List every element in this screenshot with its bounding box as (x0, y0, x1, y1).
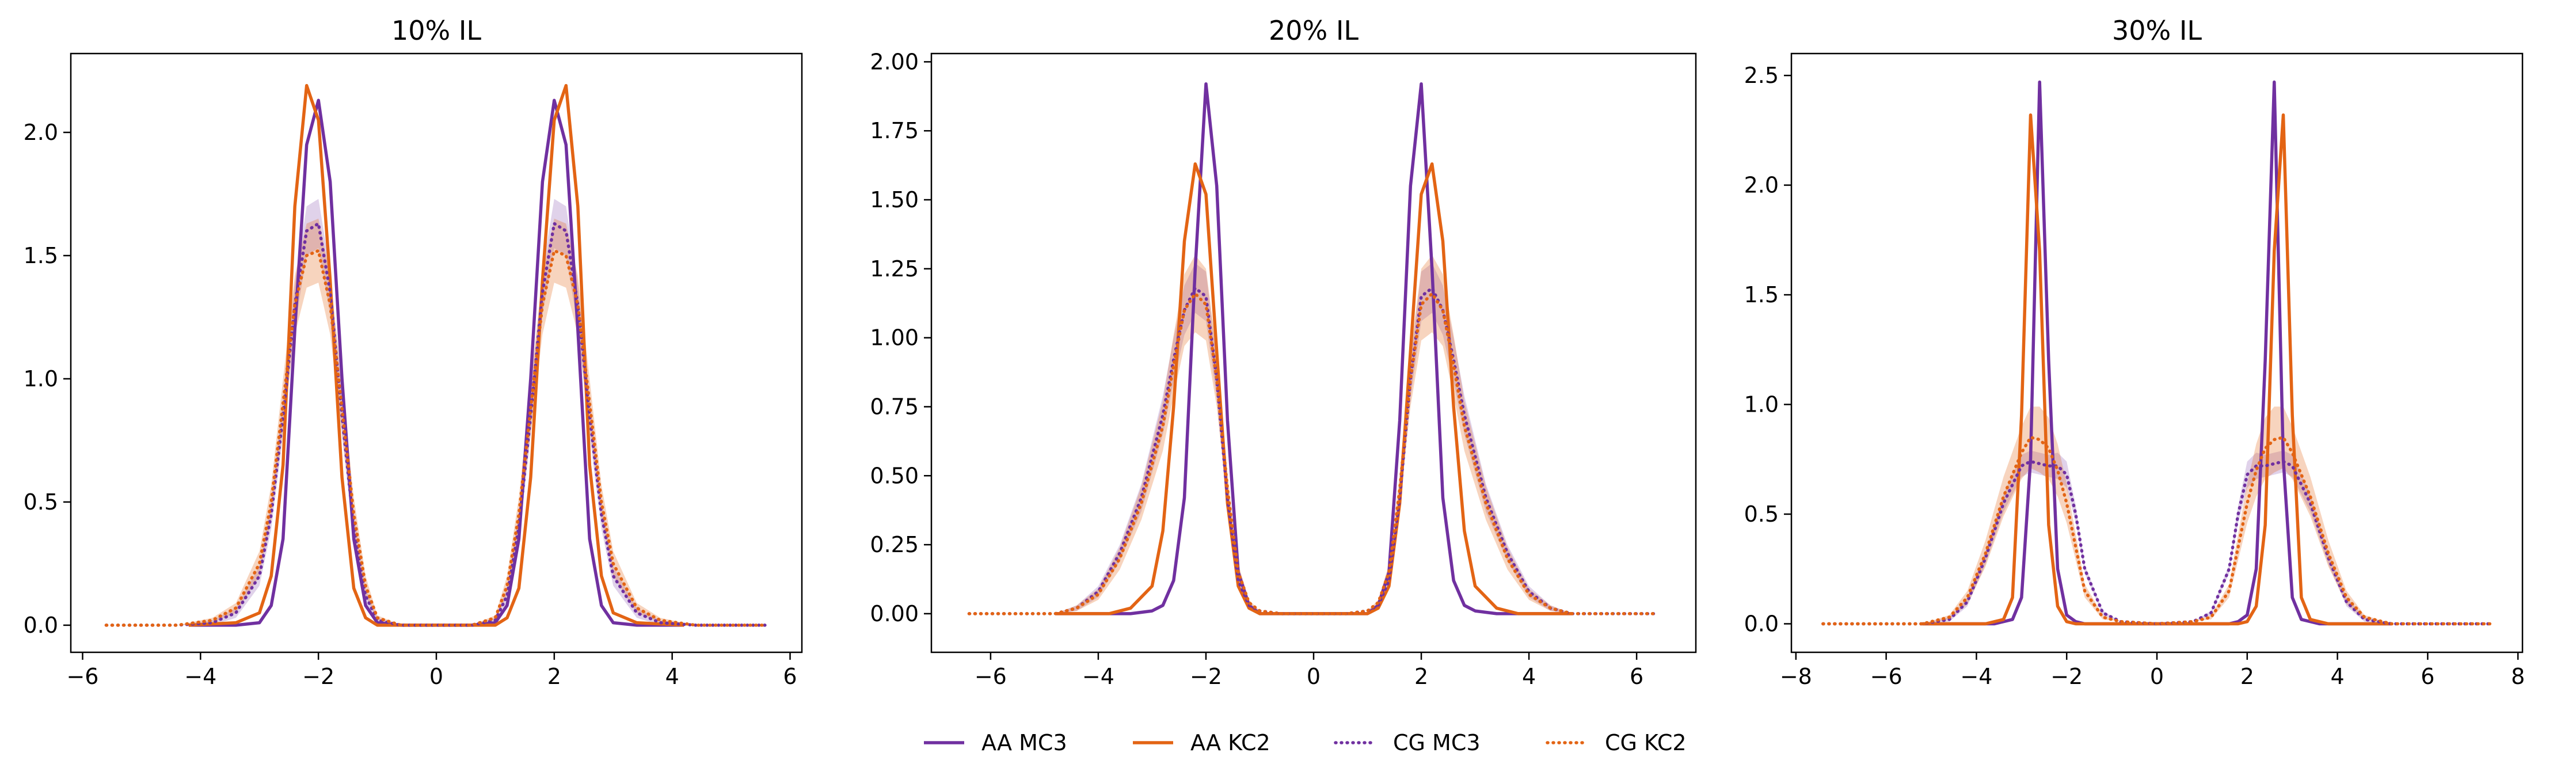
y-tick-label: 1.0 (1744, 392, 1779, 417)
plot-area (1821, 80, 2493, 626)
x-tick-label: −6 (1870, 664, 1902, 689)
legend-item: CG MC3 (1334, 730, 1481, 755)
series-line (188, 83, 684, 627)
legend-item: AA MC3 (924, 730, 1067, 755)
x-tick-label: −6 (66, 664, 98, 689)
y-tick-label: 1.25 (870, 256, 919, 282)
series-line (1055, 162, 1572, 615)
x-tick-label: 6 (2421, 664, 2434, 689)
x-tick-label: −2 (1190, 664, 1222, 689)
x-tick-label: 2 (2240, 664, 2254, 689)
x-tick-label: 2 (547, 664, 561, 689)
y-tick-label: 1.50 (870, 187, 919, 212)
y-tick-label: 2.0 (1744, 173, 1779, 198)
y-tick-label: 0.00 (870, 601, 919, 626)
chart-title: 20% IL (1269, 15, 1359, 46)
y-tick-label: 1.5 (1744, 282, 1779, 307)
y-tick-label: 1.75 (870, 118, 919, 143)
y-tick-label: 0.75 (870, 394, 919, 419)
legend-label: CG MC3 (1393, 730, 1481, 755)
legend: AA MC3 AA KC2 CG MC3 CG KC2 (924, 730, 1687, 755)
plot-area (104, 83, 768, 627)
x-tick-label: 0 (2150, 664, 2164, 689)
y-tick-label: 0.5 (1744, 501, 1779, 527)
legend-label: AA MC3 (981, 730, 1067, 755)
x-tick-label: −2 (2050, 664, 2083, 689)
x-tick-label: −4 (184, 664, 216, 689)
panels: 10% IL −6 −4 −2 0 2 4 6 0.0 0.5 1.0 1.5 2.0 20% IL −6 −… (24, 15, 2525, 689)
x-tick-label: −8 (1780, 664, 1812, 689)
chart-title: 30% IL (2112, 15, 2202, 46)
x-tick-label: 4 (1522, 664, 1536, 689)
x-tick-label: 2 (1414, 664, 1428, 689)
x-tick-label: 6 (783, 664, 797, 689)
x-tick-label: −6 (975, 664, 1007, 689)
plot-area (967, 82, 1660, 615)
x-tick-label: −4 (1960, 664, 1992, 689)
chart-panel-3: 30% IL −8 −6 −4 −2 0 2 4 6 8 0.0 0.5 1.0 1.5 2.0 2.5 (1744, 15, 2525, 689)
y-tick-label: 2.0 (24, 120, 58, 145)
chart-panel-2: 20% IL −6 −4 −2 0 2 4 6 0.00 0.25 0.50 0.75 1.00 1.25… (870, 15, 1697, 689)
y-tick-label: 0.5 (24, 489, 58, 515)
x-tick-label: 4 (2330, 664, 2344, 689)
y-tick-label: 1.00 (870, 325, 919, 351)
y-tick-label: 2.5 (1744, 63, 1779, 88)
y-tick-label: 0.0 (24, 613, 58, 638)
y-tick-label: 0.0 (1744, 611, 1779, 636)
y-tick-label: 0.25 (870, 532, 919, 557)
chart-title: 10% IL (391, 15, 481, 46)
x-tick-label: 0 (1307, 664, 1321, 689)
legend-item: CG KC2 (1546, 730, 1687, 755)
x-tick-label: −4 (1082, 664, 1114, 689)
series-line (1821, 435, 2493, 626)
y-tick-label: 2.00 (870, 49, 919, 74)
x-tick-label: 4 (665, 664, 679, 689)
legend-label: AA KC2 (1190, 730, 1270, 755)
y-tick-label: 0.50 (870, 463, 919, 488)
y-tick-label: 1.0 (24, 366, 58, 391)
legend-label: CG KC2 (1605, 730, 1687, 755)
confidence-band (106, 199, 767, 625)
series-line (967, 292, 1660, 615)
x-tick-label: 6 (1630, 664, 1643, 689)
series-line (104, 222, 768, 627)
chart-panel-1: 10% IL −6 −4 −2 0 2 4 6 0.0 0.5 1.0 1.5 2.0 (24, 15, 803, 689)
x-tick-label: 8 (2511, 664, 2525, 689)
y-tick-label: 1.5 (24, 243, 58, 268)
x-tick-label: −2 (302, 664, 334, 689)
x-tick-label: 0 (429, 664, 443, 689)
legend-item: AA KC2 (1133, 730, 1270, 755)
